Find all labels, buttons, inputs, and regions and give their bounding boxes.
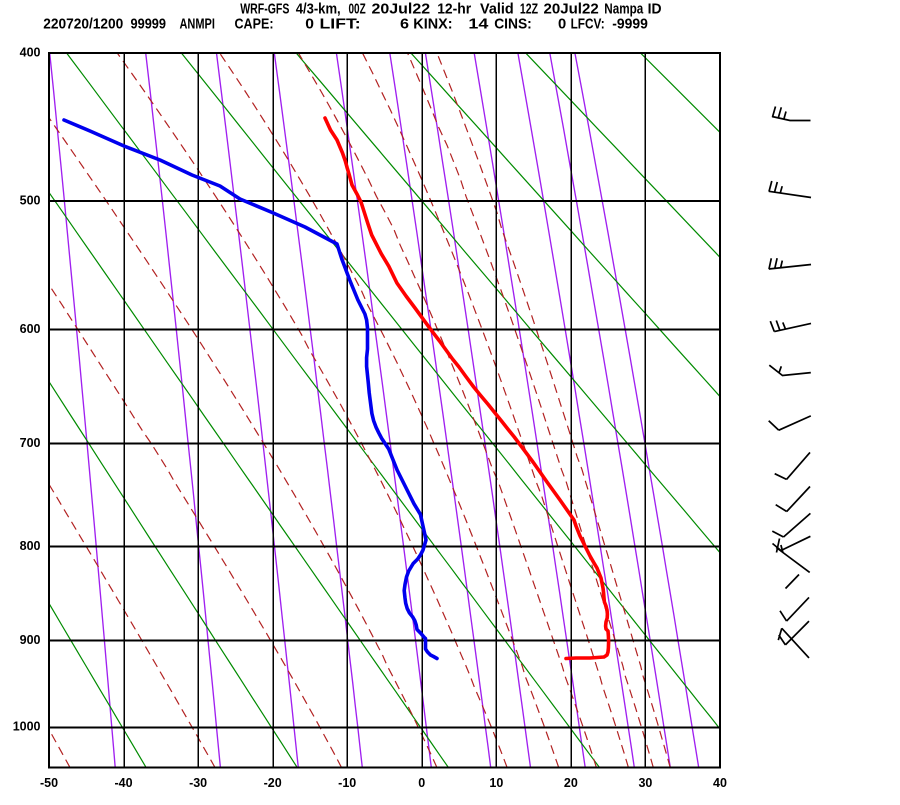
svg-text:-20: -20 bbox=[264, 776, 282, 790]
svg-text:-9999: -9999 bbox=[612, 16, 648, 33]
svg-text:KINX:: KINX: bbox=[413, 16, 452, 33]
svg-text:800: 800 bbox=[20, 539, 41, 553]
svg-text:40: 40 bbox=[713, 776, 727, 790]
svg-text:0: 0 bbox=[558, 16, 566, 33]
svg-text:ANMPI: ANMPI bbox=[180, 16, 215, 33]
svg-text:500: 500 bbox=[20, 194, 41, 208]
svg-text:600: 600 bbox=[20, 322, 41, 336]
svg-text:30: 30 bbox=[638, 776, 652, 790]
svg-text:700: 700 bbox=[20, 436, 41, 450]
svg-text:ID: ID bbox=[648, 1, 662, 18]
svg-text:-30: -30 bbox=[189, 776, 207, 790]
svg-text:10: 10 bbox=[489, 776, 503, 790]
svg-text:00Z: 00Z bbox=[349, 1, 366, 18]
svg-text:Valid: Valid bbox=[480, 1, 514, 18]
svg-text:LFCV:: LFCV: bbox=[571, 16, 605, 33]
svg-text:20: 20 bbox=[564, 776, 578, 790]
svg-text:6: 6 bbox=[400, 16, 409, 33]
svg-text:400: 400 bbox=[20, 46, 41, 60]
svg-text:14: 14 bbox=[468, 16, 489, 33]
svg-text:0: 0 bbox=[305, 16, 314, 33]
svg-text:900: 900 bbox=[20, 633, 41, 647]
svg-text:99999: 99999 bbox=[131, 16, 167, 33]
svg-text:12-hr: 12-hr bbox=[437, 1, 471, 18]
svg-text:20Jul22: 20Jul22 bbox=[544, 1, 599, 18]
svg-text:LIFT:: LIFT: bbox=[320, 16, 361, 33]
svg-text:-10: -10 bbox=[338, 776, 356, 790]
svg-text:-40: -40 bbox=[115, 776, 133, 790]
svg-text:-50: -50 bbox=[40, 776, 58, 790]
svg-text:1000: 1000 bbox=[13, 720, 41, 734]
svg-text:12Z: 12Z bbox=[520, 1, 538, 18]
svg-text:Nampa: Nampa bbox=[604, 1, 644, 18]
svg-text:CINS:: CINS: bbox=[494, 16, 532, 33]
svg-text:4/3-km,: 4/3-km, bbox=[296, 1, 341, 18]
svg-text:220720/1200: 220720/1200 bbox=[43, 16, 123, 33]
svg-text:CAPE:: CAPE: bbox=[235, 16, 274, 33]
svg-text:WRF-GFS: WRF-GFS bbox=[240, 1, 289, 18]
svg-text:20Jul22: 20Jul22 bbox=[372, 1, 431, 18]
svg-text:0: 0 bbox=[418, 776, 425, 790]
